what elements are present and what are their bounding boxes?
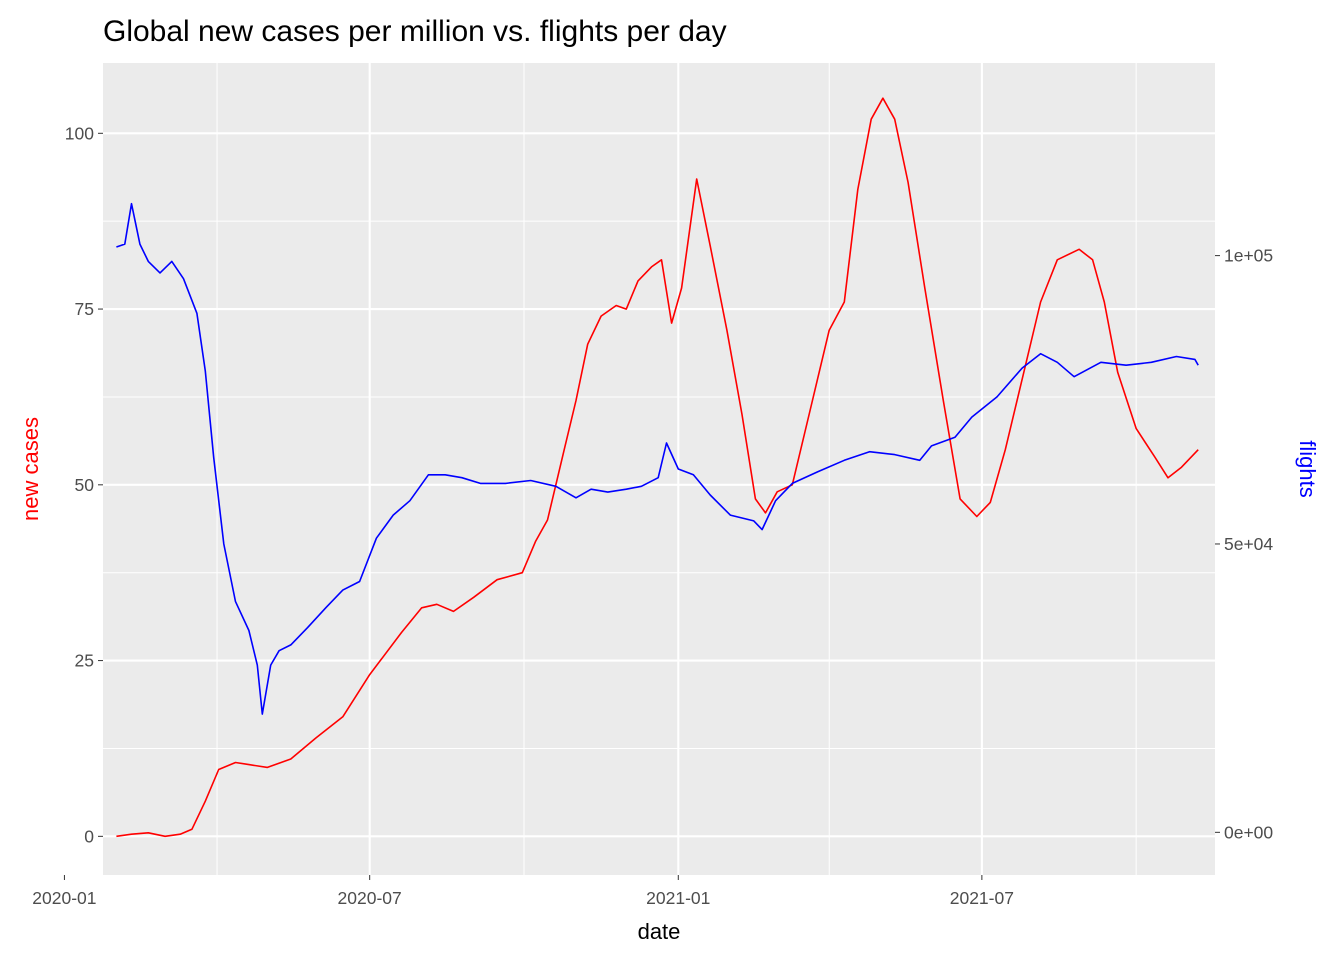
- minor-gridlines: [103, 63, 1215, 875]
- flights-line: [116, 202, 1199, 715]
- x-tick-label: 2021-07: [950, 888, 1014, 908]
- x-tick-label: 2020-01: [32, 888, 96, 908]
- x-axis: 2020-01 2020-07 2021-01 2021-07: [32, 875, 1014, 908]
- y-left-tick-label: 100: [65, 123, 94, 143]
- y-left-tick-label: 75: [75, 299, 94, 319]
- series-flights: [116, 202, 1199, 715]
- y-right-tick-label: 5e+04: [1224, 534, 1273, 554]
- x-tick-label: 2021-01: [646, 888, 710, 908]
- y-left-tick-label: 0: [84, 826, 94, 846]
- y-axis-right-title: flights: [1295, 440, 1320, 497]
- series-new-cases: [116, 97, 1199, 838]
- y-axis-left: 0 25 50 75 100: [65, 123, 103, 846]
- new-cases-line: [116, 97, 1199, 838]
- y-right-tick-label: 0e+00: [1224, 822, 1273, 842]
- major-gridlines: [63, 63, 1215, 875]
- y-left-tick-label: 50: [75, 475, 95, 495]
- y-axis-right: 0e+00 5e+04 1e+05: [1215, 246, 1273, 842]
- plot-panel: [103, 63, 1215, 875]
- x-tick-label: 2020-07: [338, 888, 402, 908]
- chart-title: Global new cases per million vs. flights…: [103, 15, 727, 48]
- y-left-tick-label: 25: [75, 651, 94, 671]
- y-axis-left-title: new cases: [18, 417, 43, 521]
- y-right-tick-label: 1e+05: [1224, 246, 1273, 266]
- x-axis-title: date: [638, 919, 681, 944]
